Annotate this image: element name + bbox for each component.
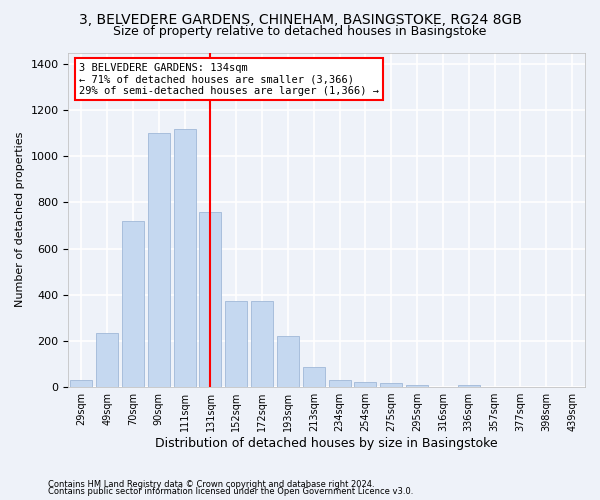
Text: 3 BELVEDERE GARDENS: 134sqm
← 71% of detached houses are smaller (3,366)
29% of : 3 BELVEDERE GARDENS: 134sqm ← 71% of det… — [79, 62, 379, 96]
Bar — [173, 128, 196, 387]
Bar — [199, 212, 221, 387]
Text: Contains HM Land Registry data © Crown copyright and database right 2024.: Contains HM Land Registry data © Crown c… — [48, 480, 374, 489]
Bar — [70, 380, 92, 387]
Bar — [355, 382, 376, 387]
Bar — [277, 336, 299, 387]
Y-axis label: Number of detached properties: Number of detached properties — [15, 132, 25, 308]
Bar — [96, 333, 118, 387]
Text: Contains public sector information licensed under the Open Government Licence v3: Contains public sector information licen… — [48, 488, 413, 496]
Bar — [303, 368, 325, 387]
Bar — [148, 134, 170, 387]
X-axis label: Distribution of detached houses by size in Basingstoke: Distribution of detached houses by size … — [155, 437, 498, 450]
Bar — [380, 383, 402, 387]
Bar — [329, 380, 350, 387]
Bar — [406, 385, 428, 387]
Bar — [251, 300, 273, 387]
Text: 3, BELVEDERE GARDENS, CHINEHAM, BASINGSTOKE, RG24 8GB: 3, BELVEDERE GARDENS, CHINEHAM, BASINGST… — [79, 12, 521, 26]
Bar — [122, 221, 144, 387]
Text: Size of property relative to detached houses in Basingstoke: Size of property relative to detached ho… — [113, 25, 487, 38]
Bar — [458, 385, 480, 387]
Bar — [226, 300, 247, 387]
